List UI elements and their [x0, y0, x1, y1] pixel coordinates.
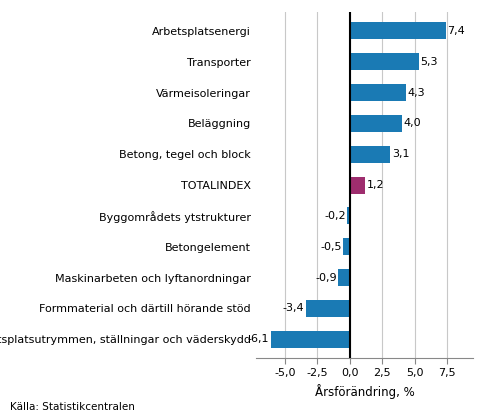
Bar — [350, 84, 406, 101]
Text: -0,2: -0,2 — [324, 211, 346, 221]
Text: 4,0: 4,0 — [403, 119, 421, 129]
Text: 5,3: 5,3 — [421, 57, 438, 67]
Text: Källa: Statistikcentralen: Källa: Statistikcentralen — [10, 402, 135, 412]
Text: -0,5: -0,5 — [320, 242, 342, 252]
Bar — [306, 300, 350, 317]
X-axis label: Årsförändring, %: Årsförändring, % — [315, 384, 415, 399]
Bar — [338, 269, 350, 286]
Bar — [350, 177, 365, 193]
Text: -0,9: -0,9 — [315, 272, 337, 282]
Bar — [350, 146, 390, 163]
Bar — [350, 115, 402, 132]
Bar — [347, 208, 350, 224]
Bar — [271, 331, 350, 348]
Text: 7,4: 7,4 — [448, 26, 465, 36]
Text: 4,3: 4,3 — [407, 88, 425, 98]
Text: -3,4: -3,4 — [282, 303, 304, 313]
Bar — [350, 22, 446, 40]
Text: 3,1: 3,1 — [392, 149, 409, 159]
Text: 1,2: 1,2 — [367, 180, 385, 190]
Bar — [350, 53, 419, 70]
Text: -6,1: -6,1 — [247, 334, 269, 344]
Bar — [344, 238, 350, 255]
